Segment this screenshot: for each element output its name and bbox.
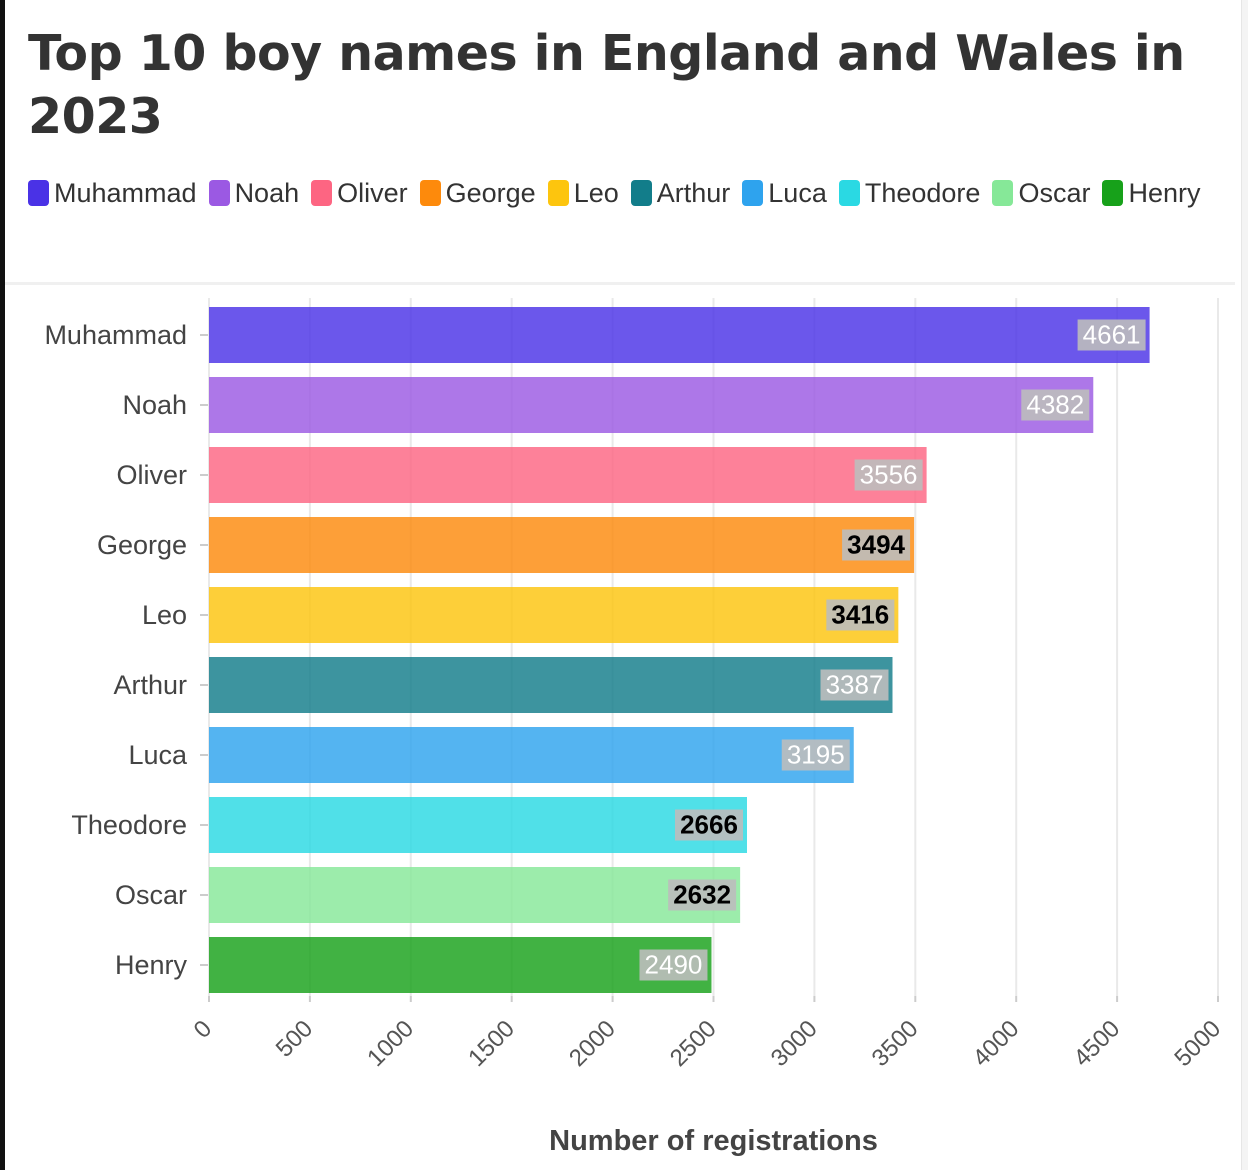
legend-swatch (28, 180, 49, 206)
data-label-background (1021, 389, 1090, 421)
data-label: 3494 (847, 530, 905, 560)
y-tick-label: Theodore (71, 810, 187, 840)
legend-label: Oliver (337, 177, 408, 208)
y-tick-label: Oliver (116, 460, 187, 490)
legend-swatch (1102, 180, 1124, 206)
y-tick-label: George (97, 530, 187, 560)
bar-chart: 0 500 1000 1500 2000 2500 3000 3500 4000 4500 5000… (44, 298, 1226, 1157)
data-label: 3416 (831, 600, 889, 630)
data-label: 2632 (673, 880, 731, 910)
x-tick-label: 500 (271, 1015, 318, 1062)
data-label: 3556 (860, 460, 918, 490)
legend-label: Oscar (1018, 177, 1091, 208)
y-tick-label: Leo (142, 600, 187, 630)
data-label-background (1077, 319, 1146, 351)
legend-swatch (992, 180, 1014, 206)
data-label-background (854, 459, 923, 491)
data-label: 4661 (1083, 320, 1141, 350)
data-label: 3195 (787, 740, 845, 770)
legend-label: Theodore (864, 177, 981, 208)
x-tick-label: 0 (189, 1015, 218, 1044)
bar-george (209, 517, 915, 573)
window-edge (0, 0, 5, 1170)
bar-oliver (209, 447, 927, 503)
legend-swatch (419, 180, 441, 206)
legend-label: Noah (234, 177, 300, 208)
bar-theodore (209, 797, 747, 853)
x-axis-title: Number of registrations (549, 1125, 878, 1157)
bar-henry (209, 937, 712, 993)
legend-item-noah[interactable]: Noah (208, 177, 300, 208)
scrollbar-track[interactable] (1241, 0, 1248, 1170)
data-label: 2490 (645, 950, 703, 980)
plot-top-border (5, 282, 1235, 285)
bar-oscar (209, 867, 741, 923)
legend-item-oliver[interactable]: Oliver (311, 177, 408, 208)
legend-item-leo[interactable]: Leo (547, 177, 619, 208)
y-tick-label: Oscar (115, 880, 187, 910)
bar-leo (209, 587, 899, 643)
x-tick-label: 3500 (867, 1015, 924, 1072)
data-label-background (668, 879, 737, 911)
legend-label: Arthur (656, 177, 731, 208)
legend-swatch (311, 180, 333, 206)
legend-item-oscar[interactable]: Oscar (992, 177, 1091, 208)
y-tick-label: Muhammad (44, 320, 187, 350)
data-label-background (674, 809, 743, 841)
data-label-background (826, 599, 895, 631)
legend-item-muhammad[interactable]: Muhammad (28, 177, 197, 208)
legend-swatch (742, 180, 764, 206)
legend-swatch (208, 180, 230, 206)
chart-area: 0 500 1000 1500 2000 2500 3000 3500 4000 4500 5000… (0, 270, 1241, 1170)
bar-muhammad (209, 307, 1150, 363)
bar-luca (209, 727, 854, 783)
legend-item-arthur[interactable]: Arthur (630, 177, 731, 208)
legend-label: George (445, 177, 536, 208)
x-tick-label: 1000 (362, 1015, 419, 1072)
legend-label: Luca (768, 177, 827, 208)
bar-arthur (209, 657, 893, 713)
data-label: 3387 (826, 670, 884, 700)
data-label-background (781, 739, 850, 771)
legend-item-george[interactable]: George (419, 177, 536, 208)
legend-swatch (547, 180, 569, 206)
y-tick-label: Noah (122, 390, 187, 420)
y-tick-label: Arthur (113, 670, 187, 700)
legend-item-luca[interactable]: Luca (742, 177, 827, 208)
legend-item-henry[interactable]: Henry (1102, 177, 1201, 208)
x-tick-label: 1500 (463, 1015, 520, 1072)
legend-label: Henry (1128, 177, 1201, 208)
y-tick-label: Luca (128, 740, 188, 770)
data-label: 4382 (1026, 390, 1084, 420)
chart-title: Top 10 boy names in England and Wales in… (28, 25, 1185, 145)
data-label-background (820, 669, 889, 701)
x-tick-label: 2000 (564, 1015, 621, 1072)
legend-label: Leo (573, 177, 619, 208)
x-tick-label: 3000 (766, 1015, 823, 1072)
data-label-background (842, 529, 911, 561)
x-tick-label: 4000 (968, 1015, 1025, 1072)
legend: Muhammad Noah Oliver George Leo Arthur Luca The… (28, 177, 1228, 208)
x-tick-label: 5000 (1169, 1015, 1226, 1072)
x-tick-label: 4500 (1068, 1015, 1125, 1072)
legend-swatch (630, 180, 652, 206)
data-label-background (639, 949, 708, 981)
bar-noah (209, 377, 1094, 433)
data-label: 2666 (680, 810, 738, 840)
legend-label: Muhammad (54, 177, 197, 208)
legend-item-theodore[interactable]: Theodore (838, 177, 981, 208)
y-tick-label: Henry (115, 950, 188, 980)
legend-swatch (838, 180, 860, 206)
x-tick-label: 2500 (665, 1015, 722, 1072)
